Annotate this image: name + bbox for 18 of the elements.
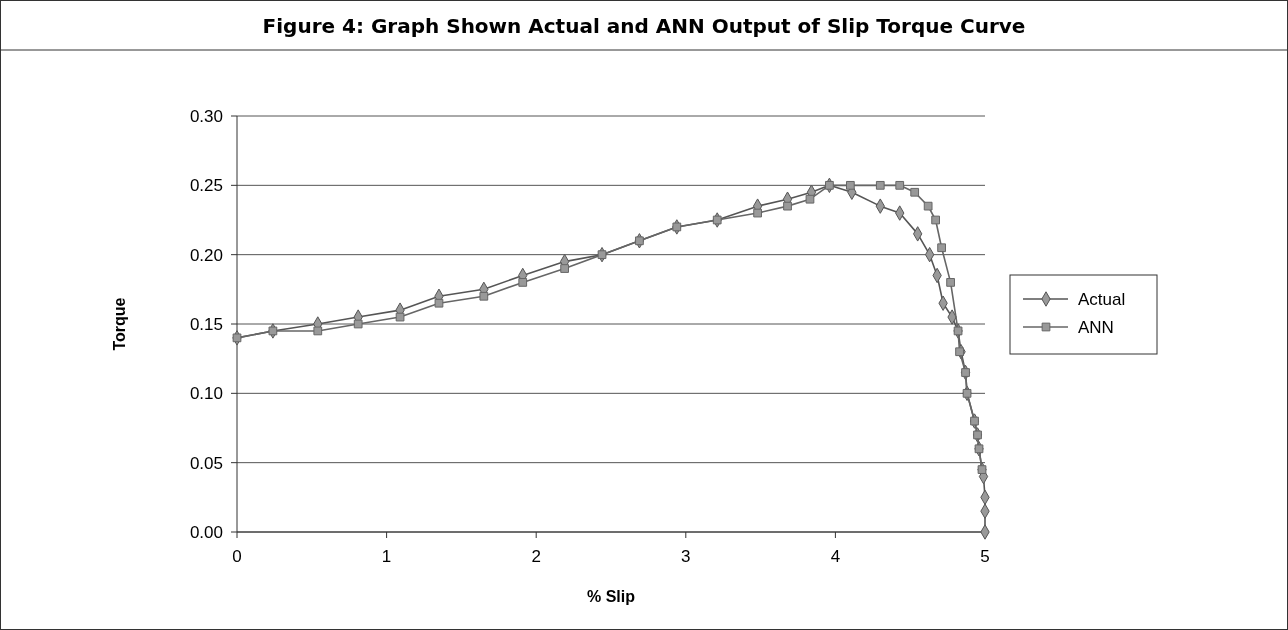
y-tick-label: 0.00 — [189, 522, 223, 542]
y-axis-title: Torque — [111, 297, 128, 351]
y-tick-label: 0.25 — [189, 176, 223, 196]
y-tick-label: 0.05 — [189, 453, 223, 473]
y-tick-label: 0.20 — [189, 245, 223, 265]
legend-label: Actual — [1078, 289, 1126, 309]
chart-title: Figure 4: Graph Shown Actual and ANN Output of Slip Torque Curve — [262, 14, 1026, 38]
y-tick-label: 0.30 — [189, 106, 223, 126]
y-tick-label: 0.15 — [189, 314, 223, 334]
x-tick-label: 0 — [232, 547, 242, 566]
x-tick-label: 2 — [531, 547, 541, 566]
x-tick-label: 1 — [381, 547, 392, 566]
x-tick-label: 5 — [980, 547, 990, 566]
x-tick-label: 4 — [830, 547, 841, 566]
legend-label: ANN — [1078, 317, 1114, 337]
x-axis-title: % Slip — [586, 588, 636, 605]
y-tick-label: 0.10 — [189, 384, 223, 404]
x-tick-label: 3 — [681, 547, 691, 566]
